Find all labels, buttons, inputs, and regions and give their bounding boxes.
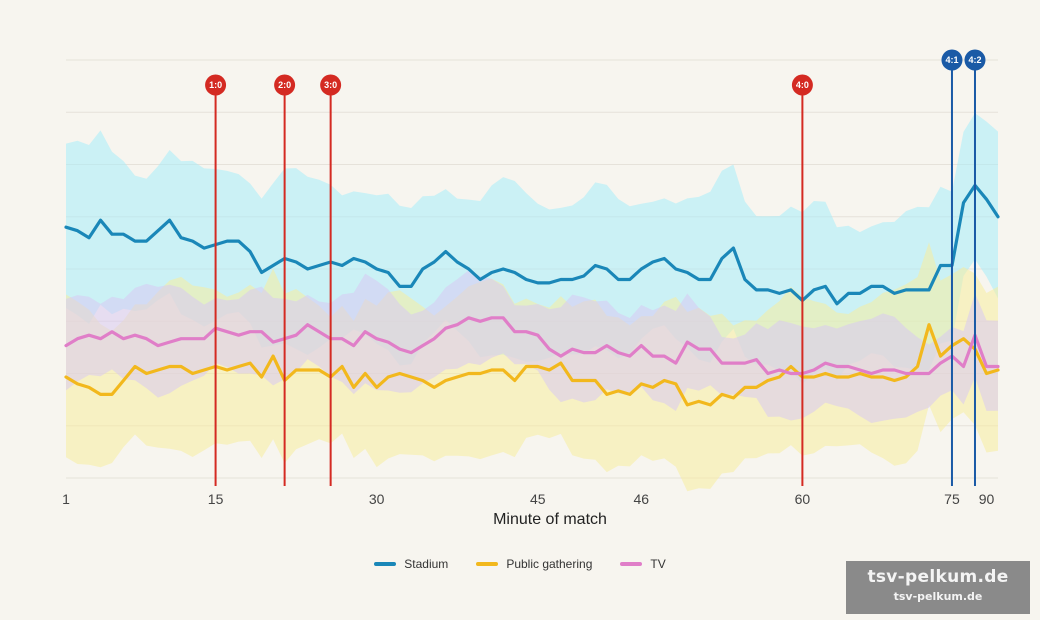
goal-label: 2:0 (278, 80, 291, 90)
legend-swatch-stadium (374, 562, 397, 566)
goal-marker (205, 74, 227, 96)
series-lines (64, 183, 1000, 407)
watermark-line-1: tsv-pelkum.de (867, 567, 1009, 587)
legend-swatch-public-gathering (476, 562, 499, 566)
goal-marker (964, 49, 986, 71)
x-tick-label: 1 (62, 491, 70, 507)
goal-label: 4:0 (796, 80, 809, 90)
goal-label: 3:0 (324, 80, 337, 90)
legend-label-stadium: Stadium (404, 557, 449, 571)
legend-label-public-gathering: Public gathering (506, 557, 593, 571)
x-axis-ticks: 1 15 30 45 46 60 75 90 (62, 491, 994, 507)
legend-item-tv: TV (620, 557, 666, 571)
x-tick-label: 46 (634, 491, 650, 507)
x-tick-label: 75 (944, 491, 960, 507)
line-stadium (64, 183, 1000, 306)
line-tv (64, 316, 1000, 376)
goal-marker (941, 49, 963, 71)
watermark: tsv-pelkum.de tsv-pelkum.de (846, 561, 1030, 614)
legend: Stadium Public gathering TV (0, 557, 1040, 571)
x-axis-title: Minute of match (493, 511, 607, 528)
legend-item-stadium: Stadium (374, 557, 448, 571)
x-tick-label: 15 (208, 491, 224, 507)
goal-marker (274, 74, 296, 96)
x-tick-label: 45 (530, 491, 546, 507)
goal-marker (320, 74, 342, 96)
band-tv (66, 270, 998, 423)
x-tick-label: 30 (369, 491, 385, 507)
goal-label: 4:2 (968, 55, 981, 65)
legend-label-tv: TV (650, 557, 666, 571)
watermark-line-2: tsv-pelkum.de (893, 590, 983, 603)
confidence-bands (66, 113, 998, 492)
x-tick-label: 90 (979, 491, 995, 507)
goal-marker (791, 74, 813, 96)
x-tick-label: 60 (795, 491, 811, 507)
goal-markers: 1:0 2:0 3:0 4:0 4:1 4:2 (205, 49, 986, 486)
legend-item-public-gathering: Public gathering (476, 557, 592, 571)
legend-swatch-tv (620, 562, 643, 566)
line-public-gathering (64, 323, 1000, 407)
goal-label: 4:1 (945, 55, 958, 65)
goal-label: 1:0 (209, 80, 222, 90)
